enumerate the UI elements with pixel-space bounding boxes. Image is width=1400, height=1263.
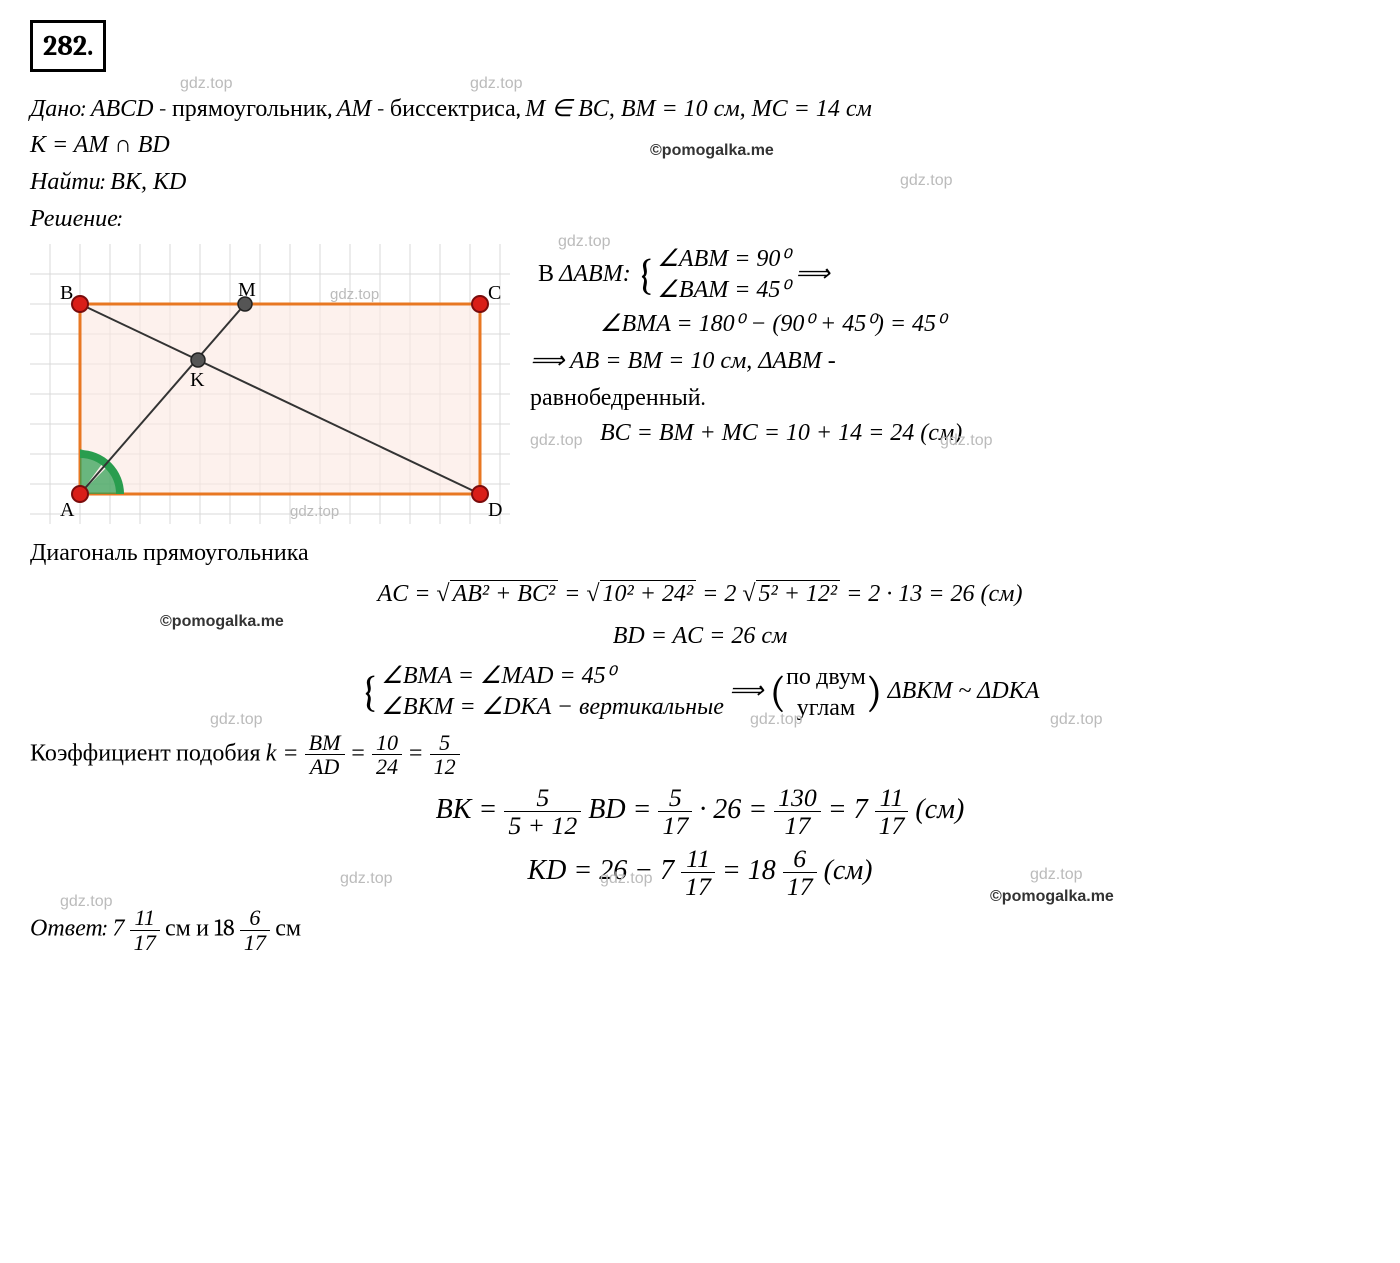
watermark-gdz: gdz.top bbox=[290, 503, 339, 520]
step1-line5: BC = BM + MC = 10 + 14 = 24 (см) gdz.top… bbox=[600, 415, 1370, 451]
problem-number: 282. bbox=[30, 20, 106, 72]
watermark-gdz: gdz.top bbox=[530, 429, 582, 453]
label-a: A bbox=[60, 499, 75, 521]
bk-equation: BK = 55 + 12 BD = 517 · 26 = 13017 = 7 1… bbox=[30, 784, 1370, 839]
diagonal-text: Диагональ прямоугольника bbox=[30, 534, 1370, 570]
watermark-gdz: gdz.top bbox=[470, 72, 522, 96]
sim-tail: ΔBKM ~ ΔDKA bbox=[888, 678, 1040, 704]
given-am: AM bbox=[337, 96, 372, 122]
watermark-gdz: gdz.top bbox=[180, 72, 232, 96]
step1-line2: ∠BMA = 180⁰ − (90⁰ + 45⁰) = 45⁰ bbox=[600, 306, 1370, 342]
ac-equation: AC = AB² + BC² = 10² + 24² = 2 5² + 12² … bbox=[30, 576, 1370, 612]
watermark-gdz: gdz.top bbox=[940, 429, 992, 453]
solution-right-column: gdz.top В ΔABM: { ∠ABM = 90⁰ ∠BAM = 45⁰ … bbox=[530, 244, 1370, 451]
given-text-2: - биссектриса, bbox=[377, 94, 526, 122]
watermark-gdz: gdz.top bbox=[1050, 708, 1102, 732]
step1-line3b: ΔABM - bbox=[758, 348, 835, 374]
watermark-gdz: gdz.top bbox=[600, 867, 652, 891]
diagram-svg: B C A D M K gdz.top gdz.top bbox=[30, 244, 510, 524]
watermark-pomo: ©pomogalka.me bbox=[160, 610, 284, 634]
sim-arrow: ⟹ bbox=[729, 678, 769, 704]
sim-br1: ∠BMA = ∠MAD = 45⁰ bbox=[381, 663, 615, 689]
step1-arrow: ⟹ bbox=[795, 261, 829, 287]
answer-line: gdz.top Ответ: 7 1117 см и 18 617 см bbox=[30, 906, 1370, 953]
watermark-pomo: ©pomogalka.me bbox=[650, 139, 774, 163]
label-b: B bbox=[60, 282, 73, 304]
label-k: K bbox=[190, 369, 205, 391]
given-label: Дано: bbox=[30, 94, 91, 122]
sim-paren2: углам bbox=[797, 693, 855, 721]
step1-line3a: ⟹ AB = BM = 10 см, bbox=[530, 348, 758, 374]
watermark-gdz: gdz.top bbox=[330, 286, 379, 303]
kd-equation: gdz.top gdz.top KD = 26 − 7 1117 = 18 61… bbox=[30, 845, 1370, 900]
label-c: C bbox=[488, 282, 501, 304]
geometry-diagram: B C A D M K gdz.top gdz.top bbox=[30, 244, 510, 534]
solution-label: Решение: bbox=[30, 200, 1370, 236]
step1-tri: ΔABM: bbox=[559, 261, 636, 287]
sim-br2: ∠BKM = ∠DKA − вертикальные bbox=[381, 694, 724, 720]
watermark-gdz: gdz.top bbox=[558, 230, 610, 254]
given-abcd: ABCD bbox=[91, 96, 154, 122]
watermark-gdz: gdz.top bbox=[900, 169, 952, 193]
watermark-gdz: gdz.top bbox=[1030, 863, 1082, 887]
watermark-gdz: gdz.top bbox=[750, 708, 802, 732]
step1-prefix: В bbox=[538, 259, 559, 287]
given-text-1: - прямоугольник, bbox=[159, 94, 337, 122]
step1-br1: ∠ABM = 90⁰ bbox=[657, 246, 790, 272]
watermark-gdz: gdz.top bbox=[60, 890, 112, 914]
watermark-gdz: gdz.top bbox=[210, 708, 262, 732]
find-label: Найти: bbox=[30, 167, 110, 195]
watermark-gdz: gdz.top bbox=[340, 867, 392, 891]
label-d: D bbox=[488, 499, 502, 521]
given-rest: M ∈ BC, BM = 10 см, MC = 14 см bbox=[525, 96, 872, 122]
label-m: M bbox=[238, 279, 256, 301]
find-text: BK, KD bbox=[110, 169, 186, 195]
bd-equation: ©pomogalka.me BD = AC = 26 см bbox=[30, 618, 1370, 654]
find-line: Найти: BK, KD ©pomogalka.me gdz.top bbox=[30, 163, 1370, 200]
similarity-block: { ∠BMA = ∠MAD = 45⁰ ∠BKM = ∠DKA − вертик… bbox=[30, 660, 1370, 725]
sim-paren1: по двум bbox=[786, 662, 866, 690]
step1-line4: равнобедренный. bbox=[530, 379, 1370, 415]
coefficient-line: Коэффициент подобия k = BMAD = 1024 = 51… bbox=[30, 731, 1370, 778]
step1-br2: ∠BAM = 45⁰ bbox=[657, 277, 790, 303]
given-line-1: Дано: ABCD - прямоугольник, AM - биссект… bbox=[30, 90, 1370, 127]
